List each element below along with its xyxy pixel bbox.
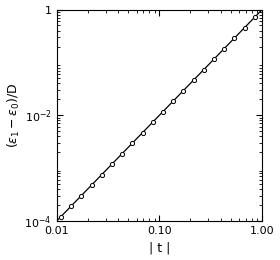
Y-axis label: ($\varepsilon_1 - \varepsilon_0$)/D: ($\varepsilon_1 - \varepsilon_0$)/D xyxy=(6,82,22,148)
X-axis label: | t |: | t | xyxy=(149,242,170,255)
